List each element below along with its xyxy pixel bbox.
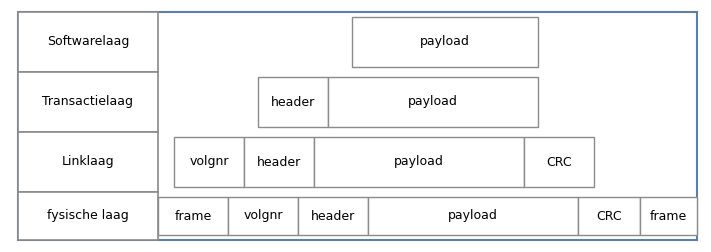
Bar: [352, 17, 538, 67]
Text: frame: frame: [174, 209, 212, 223]
Text: frame: frame: [650, 209, 687, 223]
Bar: [258, 77, 328, 127]
Text: payload: payload: [448, 209, 498, 223]
Text: CRC: CRC: [597, 209, 622, 223]
Bar: [18, 192, 158, 240]
Text: volgnr: volgnr: [243, 209, 283, 223]
Text: payload: payload: [420, 36, 470, 48]
Bar: [158, 197, 228, 235]
Bar: [298, 197, 368, 235]
Bar: [18, 12, 158, 72]
Text: Linklaag: Linklaag: [62, 155, 114, 169]
Bar: [244, 137, 314, 187]
Bar: [314, 137, 524, 187]
Text: header: header: [271, 96, 315, 109]
Bar: [524, 137, 594, 187]
Bar: [174, 137, 244, 187]
Text: Softwarelaag: Softwarelaag: [47, 36, 129, 48]
Text: payload: payload: [408, 96, 458, 109]
Bar: [640, 197, 697, 235]
Bar: [328, 77, 538, 127]
Bar: [18, 132, 158, 192]
Text: payload: payload: [394, 155, 444, 169]
Text: CRC: CRC: [546, 155, 572, 169]
Text: volgnr: volgnr: [189, 155, 229, 169]
Text: fysische laag: fysische laag: [47, 209, 129, 223]
Text: header: header: [257, 155, 301, 169]
Bar: [228, 197, 298, 235]
Bar: [368, 197, 578, 235]
Bar: [578, 197, 640, 235]
Text: Transactielaag: Transactielaag: [43, 96, 134, 109]
Bar: [18, 72, 158, 132]
Text: header: header: [311, 209, 355, 223]
